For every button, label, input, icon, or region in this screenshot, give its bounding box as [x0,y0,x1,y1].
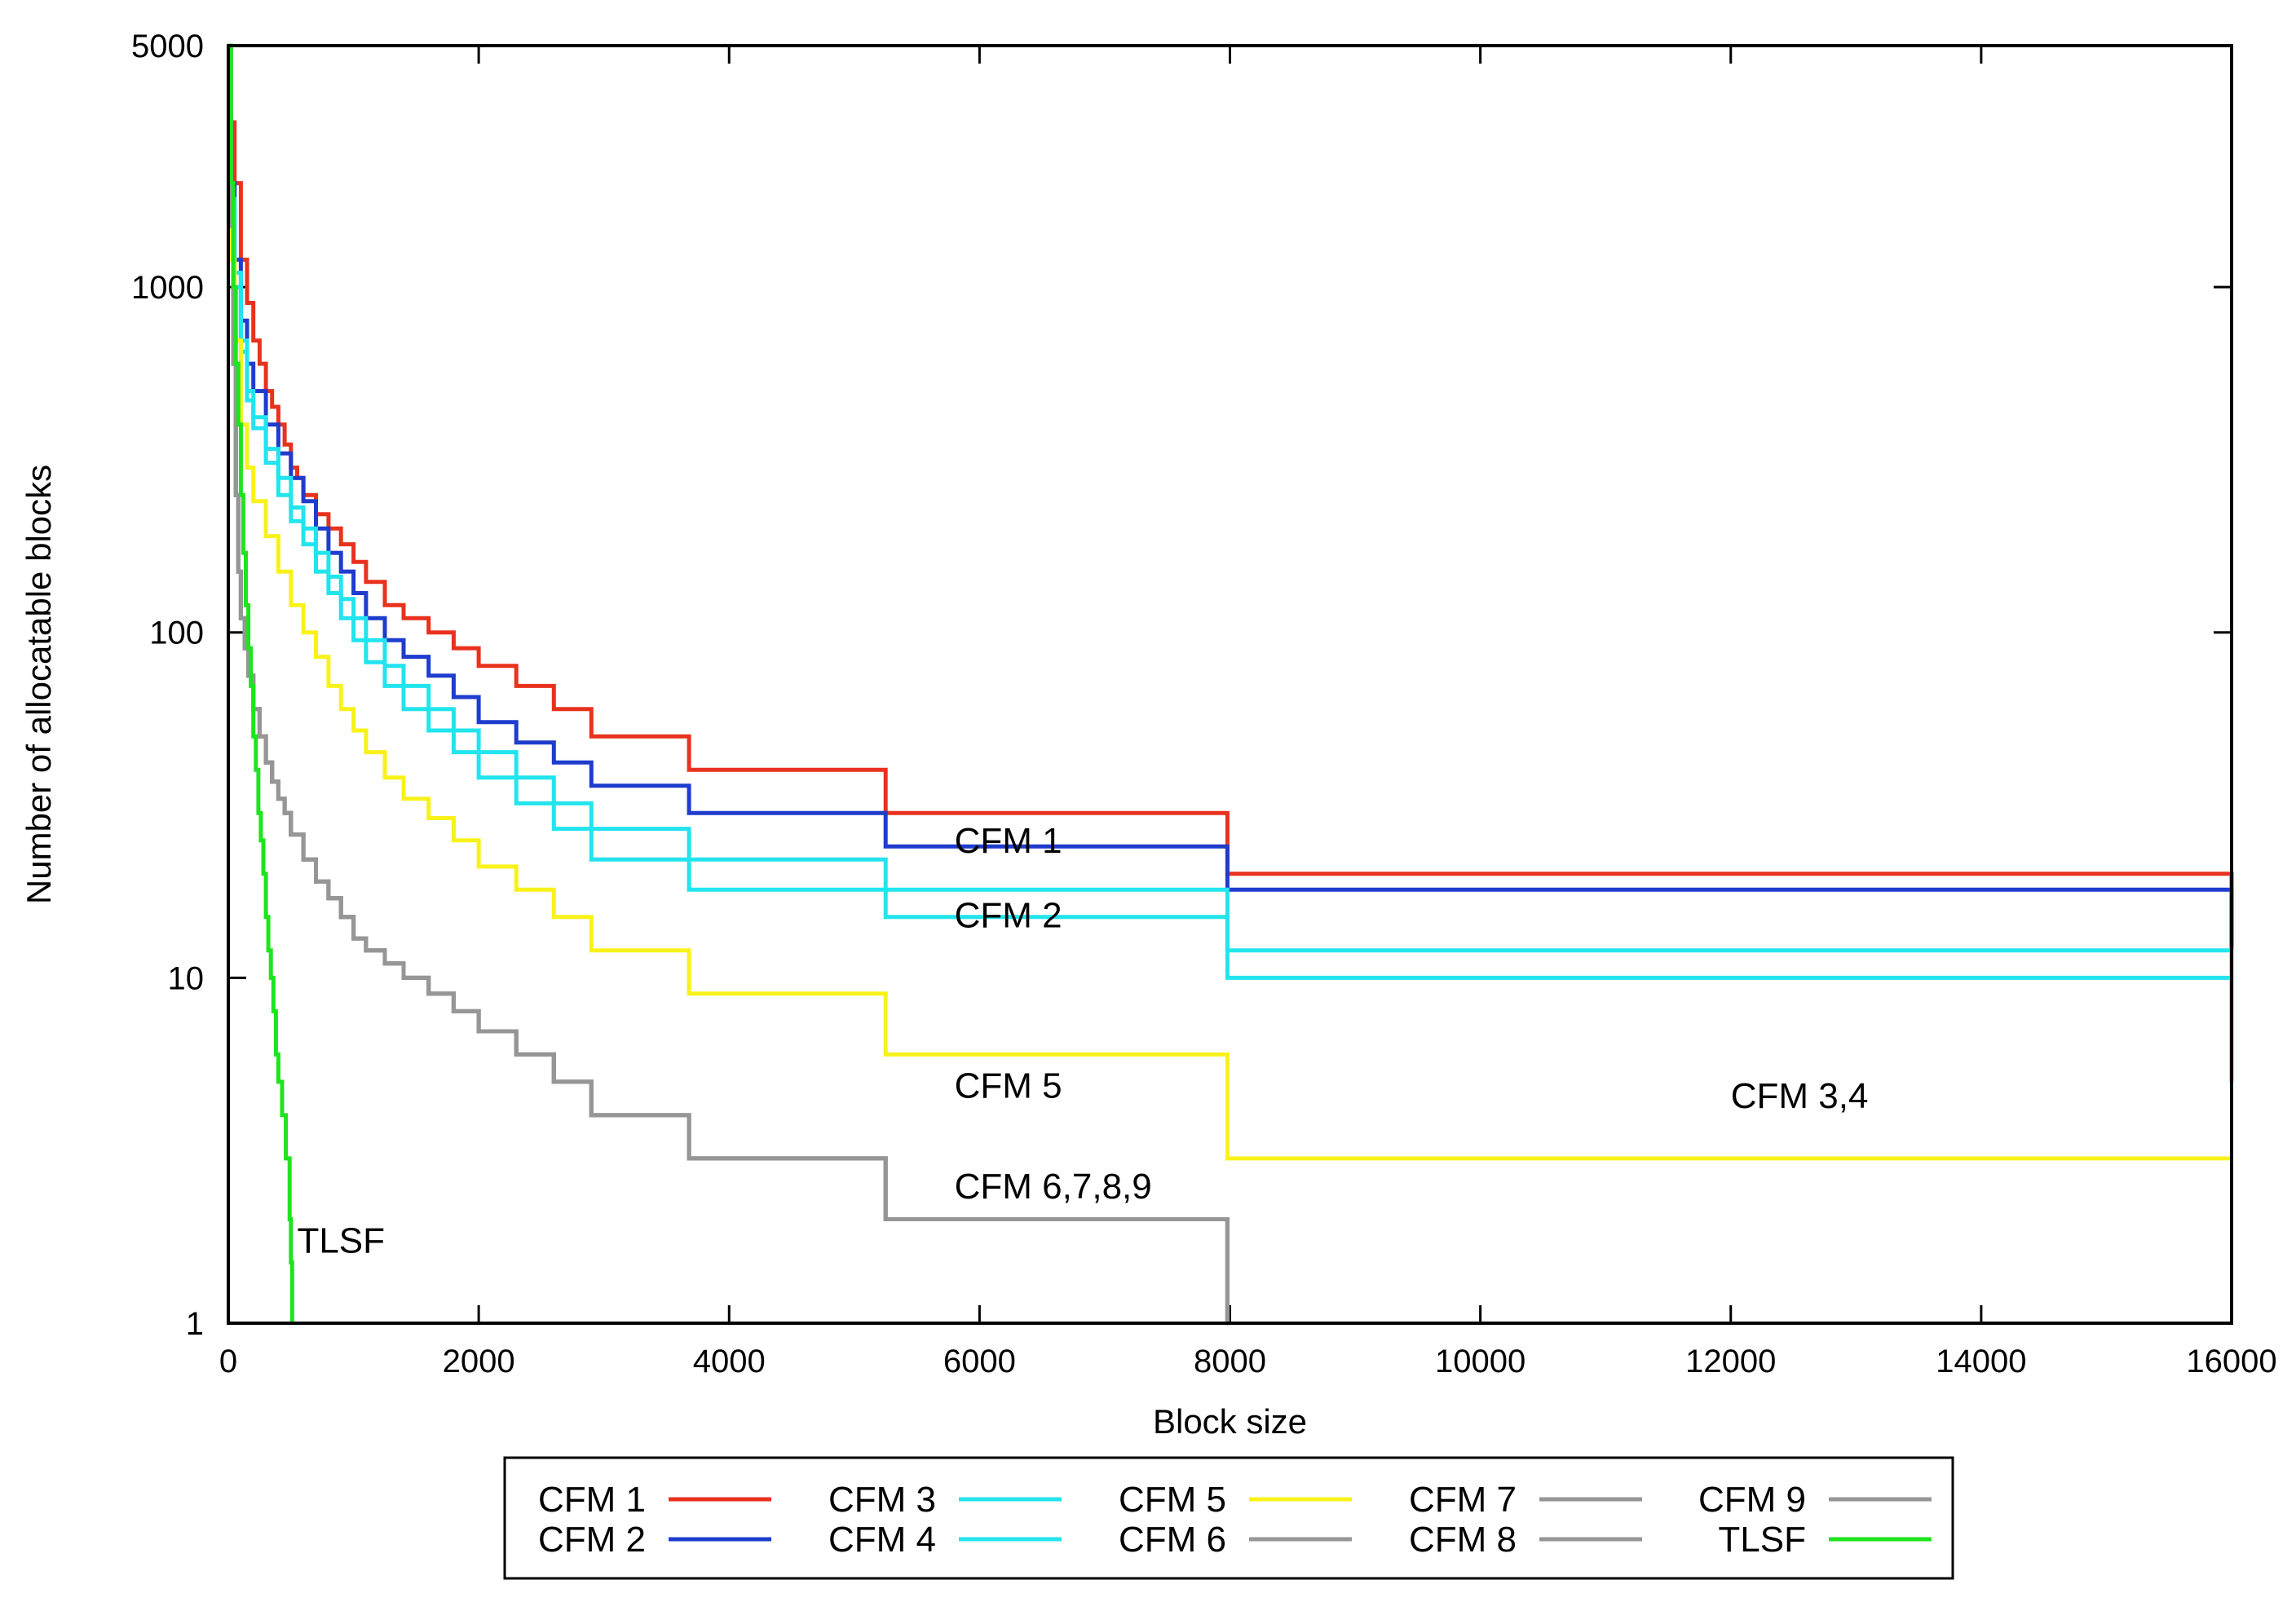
legend-label: CFM 4 [828,1520,936,1560]
x-tick-label: 16000 [2186,1344,2276,1379]
series-annotation: CFM 2 [955,895,1062,935]
legend-label: CFM 6 [1119,1520,1226,1560]
legend-label: TLSF [1718,1520,1806,1560]
x-tick-label: 6000 [943,1344,1016,1379]
legend-label: CFM 2 [538,1520,646,1560]
series-line-cfm-8 [228,43,1230,1326]
series-annotation: CFM 6,7,8,9 [955,1167,1152,1207]
axis-ticks: 0 2000 4000 6000 8000 10000 12000 14000 16000 1 10… [131,29,2277,1379]
series-line-cfm-4 [228,43,2234,1082]
y-tick-label: 1000 [131,270,204,306]
x-tick-label: 0 [219,1344,237,1379]
legend-label: CFM 9 [1698,1480,1806,1520]
legend-label: CFM 7 [1409,1480,1517,1520]
x-tick-label: 10000 [1435,1344,1526,1379]
series-line-cfm-1 [228,43,2234,978]
series-line-cfm-6 [228,43,1230,1326]
legend-box [503,1456,1954,1580]
legend-label: CFM 3 [828,1480,936,1520]
series-line-cfm-3 [228,43,2234,1055]
legend-label: CFM 8 [1409,1520,1517,1560]
series-annotation: TLSF [297,1221,385,1261]
y-tick-label: 10 [168,960,205,996]
series-line-cfm-9 [228,43,1230,1326]
legend-label: CFM 5 [1119,1480,1226,1520]
series-line-cfm-2 [228,43,2234,951]
y-axis-label: Number of allocatable blocks [20,465,58,904]
series-line-tlsf [228,43,294,1323]
x-axis-label: Block size [1153,1402,1307,1441]
y-tick-label: 100 [149,616,204,651]
annotations: CFM 1 CFM 2 CFM 5 CFM 6,7,8,9 CFM 3,4 TLSF [297,821,1868,1260]
series-line-cfm-5 [228,43,2232,1161]
plot-area [228,43,2234,1326]
x-tick-label: 14000 [1936,1344,2026,1379]
y-tick-label: 1 [186,1306,204,1342]
series-annotation: CFM 3,4 [1731,1076,1869,1116]
legend-label: CFM 1 [538,1480,646,1520]
plot-frame [227,44,2233,1325]
x-tick-label: 8000 [1194,1344,1266,1379]
series-line-cfm-7 [228,43,1230,1326]
y-tick-label: 5000 [131,29,204,64]
x-tick-label: 12000 [1685,1344,1776,1379]
series-annotation: CFM 5 [955,1066,1062,1106]
x-tick-label: 4000 [693,1344,766,1379]
x-tick-label: 2000 [443,1344,515,1379]
series-annotation: CFM 1 [955,821,1062,861]
